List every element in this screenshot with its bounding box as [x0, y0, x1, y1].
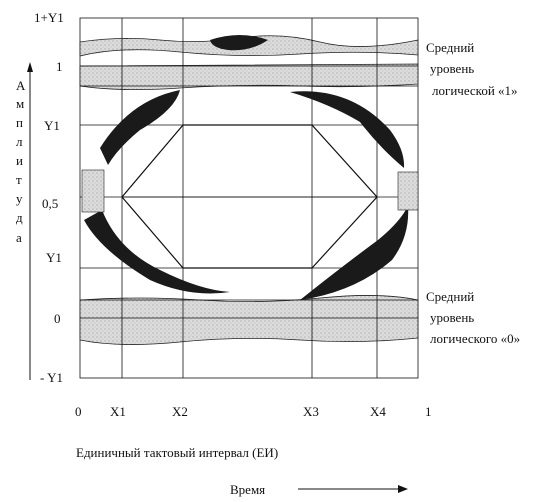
y-axis-label: А м п л и т у д а — [16, 78, 26, 245]
y-tick-labels: 1+Y1 1 Y1 0,5 Y1 0 - Y1 — [34, 10, 64, 385]
midline-blocks — [81, 169, 419, 213]
y-axis — [27, 62, 33, 380]
annotation-logic-zero: Средний уровень логического «0» — [426, 289, 520, 346]
xtick-x2: X2 — [172, 404, 188, 419]
y-axis-letter: а — [16, 230, 22, 245]
ytick-top: 1+Y1 — [34, 10, 64, 25]
xtick-x1: X1 — [110, 404, 126, 419]
eye-opening-hexagon — [121, 124, 378, 269]
ytick-zero: 0 — [54, 311, 61, 326]
y-axis-letter: т — [16, 172, 22, 187]
xtick-zero: 0 — [75, 404, 82, 419]
annotation-one-line: логической «1» — [432, 83, 518, 98]
grid-verticals — [121, 18, 378, 378]
y-axis-letter: у — [16, 191, 23, 206]
ytick-bottom: - Y1 — [40, 370, 63, 385]
annotation-one-line: уровень — [430, 61, 474, 76]
annotation-zero-line: уровень — [430, 310, 474, 325]
annotation-one-line: Средний — [426, 40, 474, 55]
y-axis-letter: д — [16, 210, 23, 225]
ytick-y1-lower: Y1 — [46, 250, 62, 265]
y-axis-letter: л — [16, 134, 23, 149]
annotation-zero-line: логического «0» — [430, 331, 520, 346]
eye-transitions — [84, 35, 409, 300]
y-axis-letter: и — [16, 153, 23, 168]
y-axis-letter: м — [16, 96, 24, 111]
time-label: Время — [230, 482, 265, 497]
ytick-y1-upper: Y1 — [44, 118, 60, 133]
x-tick-labels: 0 X1 X2 X3 X4 1 — [75, 404, 432, 419]
xtick-x3: X3 — [303, 404, 319, 419]
time-arrow — [298, 485, 408, 493]
ytick-half: 0,5 — [42, 196, 58, 211]
y-axis-letter: А — [16, 78, 26, 93]
x-axis-caption: Единичный тактовый интервал (ЕИ) — [76, 445, 278, 460]
level-lines — [80, 65, 418, 319]
ytick-one: 1 — [56, 59, 63, 74]
xtick-one: 1 — [425, 404, 432, 419]
annotation-logic-one: Средний уровень логической «1» — [426, 40, 518, 98]
level-zero-band — [79, 295, 419, 345]
xtick-x4: X4 — [370, 404, 386, 419]
annotation-zero-line: Средний — [426, 289, 474, 304]
y-axis-letter: п — [16, 115, 23, 130]
